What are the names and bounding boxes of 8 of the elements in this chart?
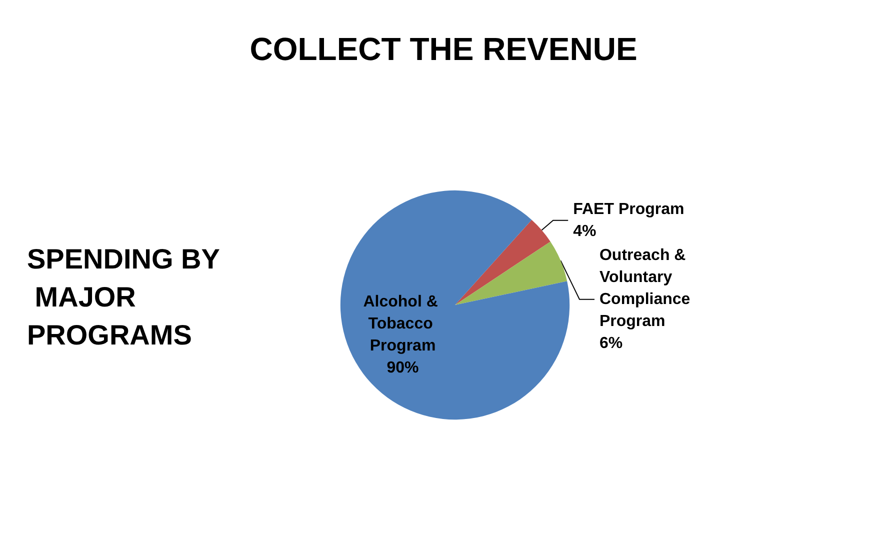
chart-title: COLLECT THE REVENUE [250,31,638,67]
slice-label: Alcohol & Tobacco Program [363,294,442,355]
data-label: 4% [573,222,596,240]
text: SPENDING BY MAJOR PROGRAMS [27,244,220,350]
data-label: 90% [386,360,419,377]
slice-label: FAET Program [573,200,684,218]
slice-label: Outreach & Voluntary Compliance Program [599,246,695,330]
data-label: 6% [599,334,623,352]
